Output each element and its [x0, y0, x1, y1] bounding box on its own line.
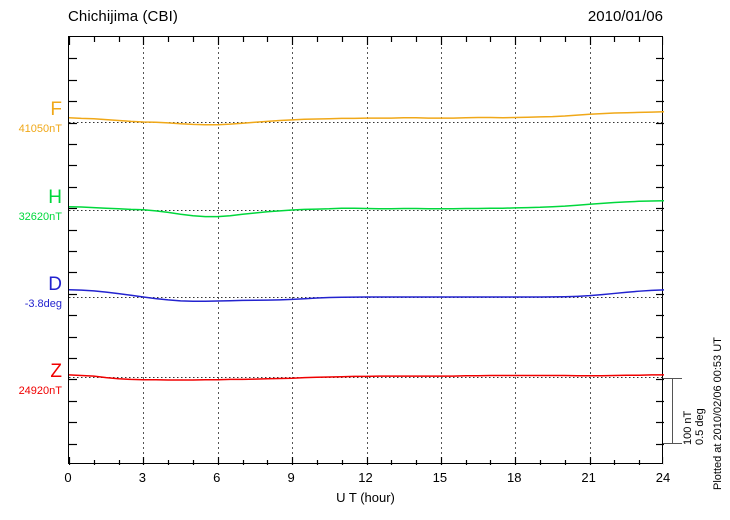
trace-f [69, 111, 664, 126]
scalebar-unit-deg: 0.5 deg [694, 408, 706, 445]
x-tick-label-24: 24 [655, 470, 671, 485]
x-tick-label-6: 6 [213, 470, 221, 485]
scalebar-line [672, 378, 673, 444]
trace-h [69, 199, 664, 218]
x-tick-label-12: 12 [358, 470, 373, 485]
plot-frame [68, 36, 664, 465]
x-tick-label-15: 15 [432, 470, 448, 485]
x-tick-label-21: 21 [581, 470, 596, 485]
component-label-h: H 32620nT [0, 188, 62, 223]
axis-ticks [69, 37, 664, 465]
component-letter-d: D [48, 274, 62, 295]
trace-d [69, 288, 664, 302]
component-baselines [69, 122, 664, 378]
component-letter-h: H [48, 187, 62, 208]
x-axis-tick-labels: 0 3 6 9 12 15 18 21 24 [64, 470, 670, 486]
trace-z [69, 374, 664, 381]
station-title: Chichijima (CBI) [68, 8, 178, 25]
component-value-f: 41050nT [18, 123, 62, 135]
component-value-z: 24920nT [18, 385, 62, 397]
component-letter-f: F [50, 99, 62, 120]
magnetogram-plot [69, 37, 664, 465]
component-letter-z: Z [50, 361, 62, 382]
x-tick-label-3: 3 [138, 470, 146, 485]
x-tick-label-18: 18 [507, 470, 522, 485]
scalebar-units: 100 nT 0.5 deg [682, 385, 706, 445]
vertical-gridlines [143, 37, 591, 465]
component-label-d: D -3.8deg [0, 275, 62, 310]
component-value-h: 32620nT [18, 211, 62, 223]
component-value-d: -3.8deg [24, 298, 62, 310]
scalebar-cap-bottom [663, 443, 682, 444]
scalebar-unit-nt: 100 nT [682, 410, 694, 445]
plotted-at-timestamp: Plotted at 2010/02/06 00:53 UT [712, 337, 724, 490]
date-label: 2010/01/06 [587, 8, 663, 25]
x-axis-title: U T (hour) [336, 490, 395, 505]
x-tick-label-9: 9 [287, 470, 295, 485]
component-traces [69, 111, 664, 381]
component-label-z: Z 24920nT [0, 362, 62, 397]
component-label-f: F 41050nT [0, 100, 62, 135]
x-tick-label-0: 0 [64, 470, 72, 485]
